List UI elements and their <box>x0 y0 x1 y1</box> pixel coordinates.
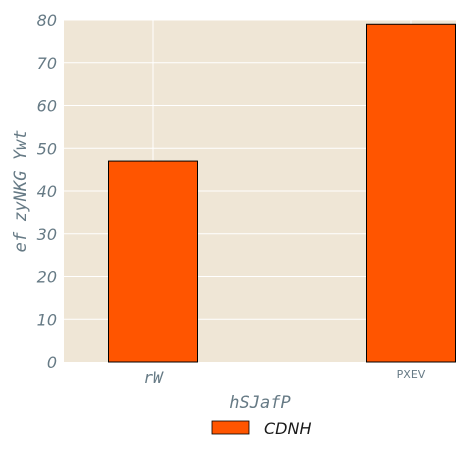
y-axis-label: ef zyNKG Ywt <box>11 130 31 253</box>
y-axis-ticks: 0 10 20 30 40 50 60 70 80 <box>37 11 57 372</box>
y-tick-label: 0 <box>47 353 57 372</box>
y-tick-label: 30 <box>37 225 57 244</box>
bars <box>108 23 456 363</box>
legend: CDNH <box>211 419 312 438</box>
x-axis-ticks: rW PXEV <box>143 368 425 387</box>
y-tick-label: 80 <box>37 11 57 30</box>
y-tick-label: 60 <box>37 97 57 116</box>
y-tick-label: 70 <box>37 54 57 73</box>
y-tick-label: 50 <box>37 139 57 158</box>
legend-label: CDNH <box>264 419 312 438</box>
y-tick-label: 40 <box>37 182 57 201</box>
y-tick-label: 10 <box>37 310 57 329</box>
x-tick-label: PXEV <box>397 368 426 381</box>
y-tick-label: 20 <box>37 268 57 287</box>
x-axis-label: hSJafP <box>229 393 290 413</box>
legend-swatch <box>211 420 250 435</box>
bar-PXEV <box>366 23 456 363</box>
bar-rW <box>108 160 198 363</box>
x-tick-label: rW <box>143 368 164 387</box>
